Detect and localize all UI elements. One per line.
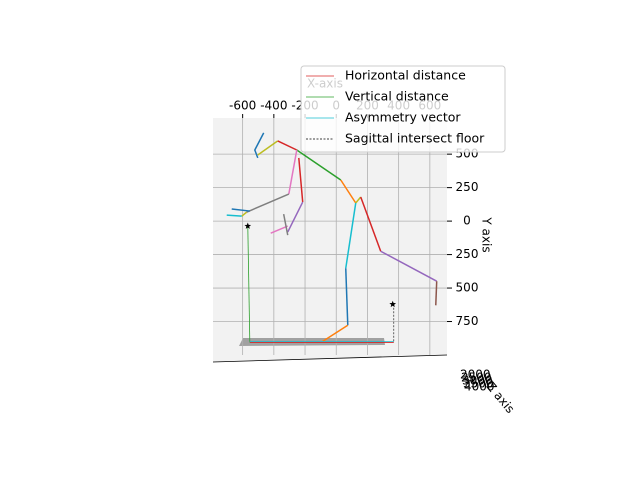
legend-label: Horizontal distance [345,68,466,83]
legend: Horizontal distance Vertical distance Asym… [300,65,506,153]
legend-label: Sagittal intersect floor [345,131,485,146]
skeleton-segment [296,149,342,181]
skeleton-segment [282,213,289,236]
skeleton-segment [355,196,362,204]
skeleton-segment [435,281,438,306]
skeleton-segment [277,140,298,151]
skeleton-segment [345,202,357,269]
skeleton-segment [380,250,438,282]
y-tick-label: 250 [456,180,479,194]
z-tick-label: 4000 [464,380,495,394]
skeleton-segment [241,211,248,217]
skeleton-segment [270,225,289,234]
y-tick-label: 500 [456,281,479,295]
legend-box [300,65,506,153]
y-axis-label: Y axis [480,216,494,252]
skeleton-segment [287,201,304,233]
skeleton-segment [253,132,265,159]
skeleton-segment [298,157,304,203]
y-tick-label: 0 [463,214,471,228]
z-axis-line [212,354,448,363]
star-marker [244,222,252,229]
skeleton-segment [340,179,357,204]
x-tick-label: -400 [260,99,287,113]
z-tick-label: 3000 [462,374,493,388]
z-tick-label: 2500 [461,371,492,385]
z-tick-label: 2000 [460,368,491,382]
skeleton-segment [360,196,382,252]
skeleton-segment [322,324,349,342]
skeleton-segment [288,149,298,195]
y-tick-label: 750 [456,314,479,328]
skeleton-segment [246,193,290,213]
skeleton-segment [345,268,349,326]
legend-label: Vertical distance [345,89,449,104]
z-tick-label: 3500 [463,377,494,391]
skeleton-segment [231,208,250,212]
back-pane [213,118,447,362]
legend-label: Asymmetry vector [345,110,461,125]
y-tick-label: 250 [456,247,479,261]
floor-plane [239,338,385,346]
measure-line [247,226,251,343]
star-marker [389,300,397,308]
skeleton-segment [226,214,242,217]
skeleton-segment [257,140,279,156]
x-tick-label: -600 [229,99,256,113]
